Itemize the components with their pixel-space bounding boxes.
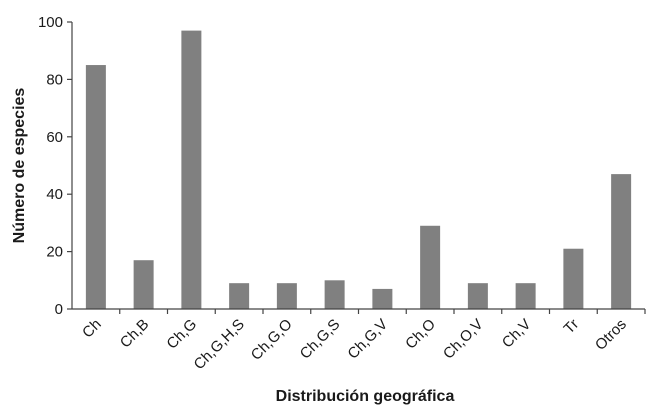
x-tick-label: Ch,G,H,S	[191, 316, 248, 373]
bar	[611, 174, 632, 309]
bar	[85, 65, 106, 309]
bar	[133, 260, 154, 309]
y-tick-label: 80	[46, 71, 63, 88]
x-tick-label: Ch,O,V	[440, 316, 487, 363]
y-axis-title: Número de especies	[11, 88, 28, 244]
x-tick-label: Otros	[592, 316, 630, 354]
y-tick-label: 20	[46, 244, 63, 261]
y-tick-label: 60	[46, 129, 63, 146]
y-ticks: 0 20 40 60 80 100	[38, 14, 72, 318]
x-tick-label: Tr	[561, 316, 583, 338]
y-tick-label: 0	[55, 301, 63, 318]
bar	[324, 280, 345, 309]
bar	[276, 283, 297, 309]
bar	[420, 225, 441, 309]
x-tick-label: Ch,O	[402, 316, 439, 353]
x-axis-title: Distribución geográfica	[276, 388, 455, 405]
bar	[372, 288, 393, 309]
x-tick-label: Ch,G,V	[344, 316, 391, 363]
x-tick-label: Ch,V	[499, 316, 535, 352]
x-tick-label: Ch	[79, 316, 105, 342]
y-tick-label: 40	[46, 186, 63, 203]
x-tick-label: Ch,B	[117, 316, 153, 352]
x-ticks: Ch Ch,B Ch,GCh,G,H,S Ch,G,O Ch,G,S Ch,G,V Ch,O…	[79, 309, 646, 373]
bars-layer	[85, 30, 632, 310]
bar	[229, 283, 250, 309]
y-tick-label: 100	[38, 14, 63, 31]
bar	[563, 248, 584, 309]
bar	[181, 30, 202, 310]
x-tick-label: Ch,G,S	[297, 316, 344, 363]
bar	[467, 283, 488, 309]
axes-layer	[71, 22, 645, 310]
x-tick-label: Ch,G,O	[248, 316, 296, 364]
x-tick-label: Ch,G	[163, 316, 200, 353]
bar	[515, 283, 536, 309]
